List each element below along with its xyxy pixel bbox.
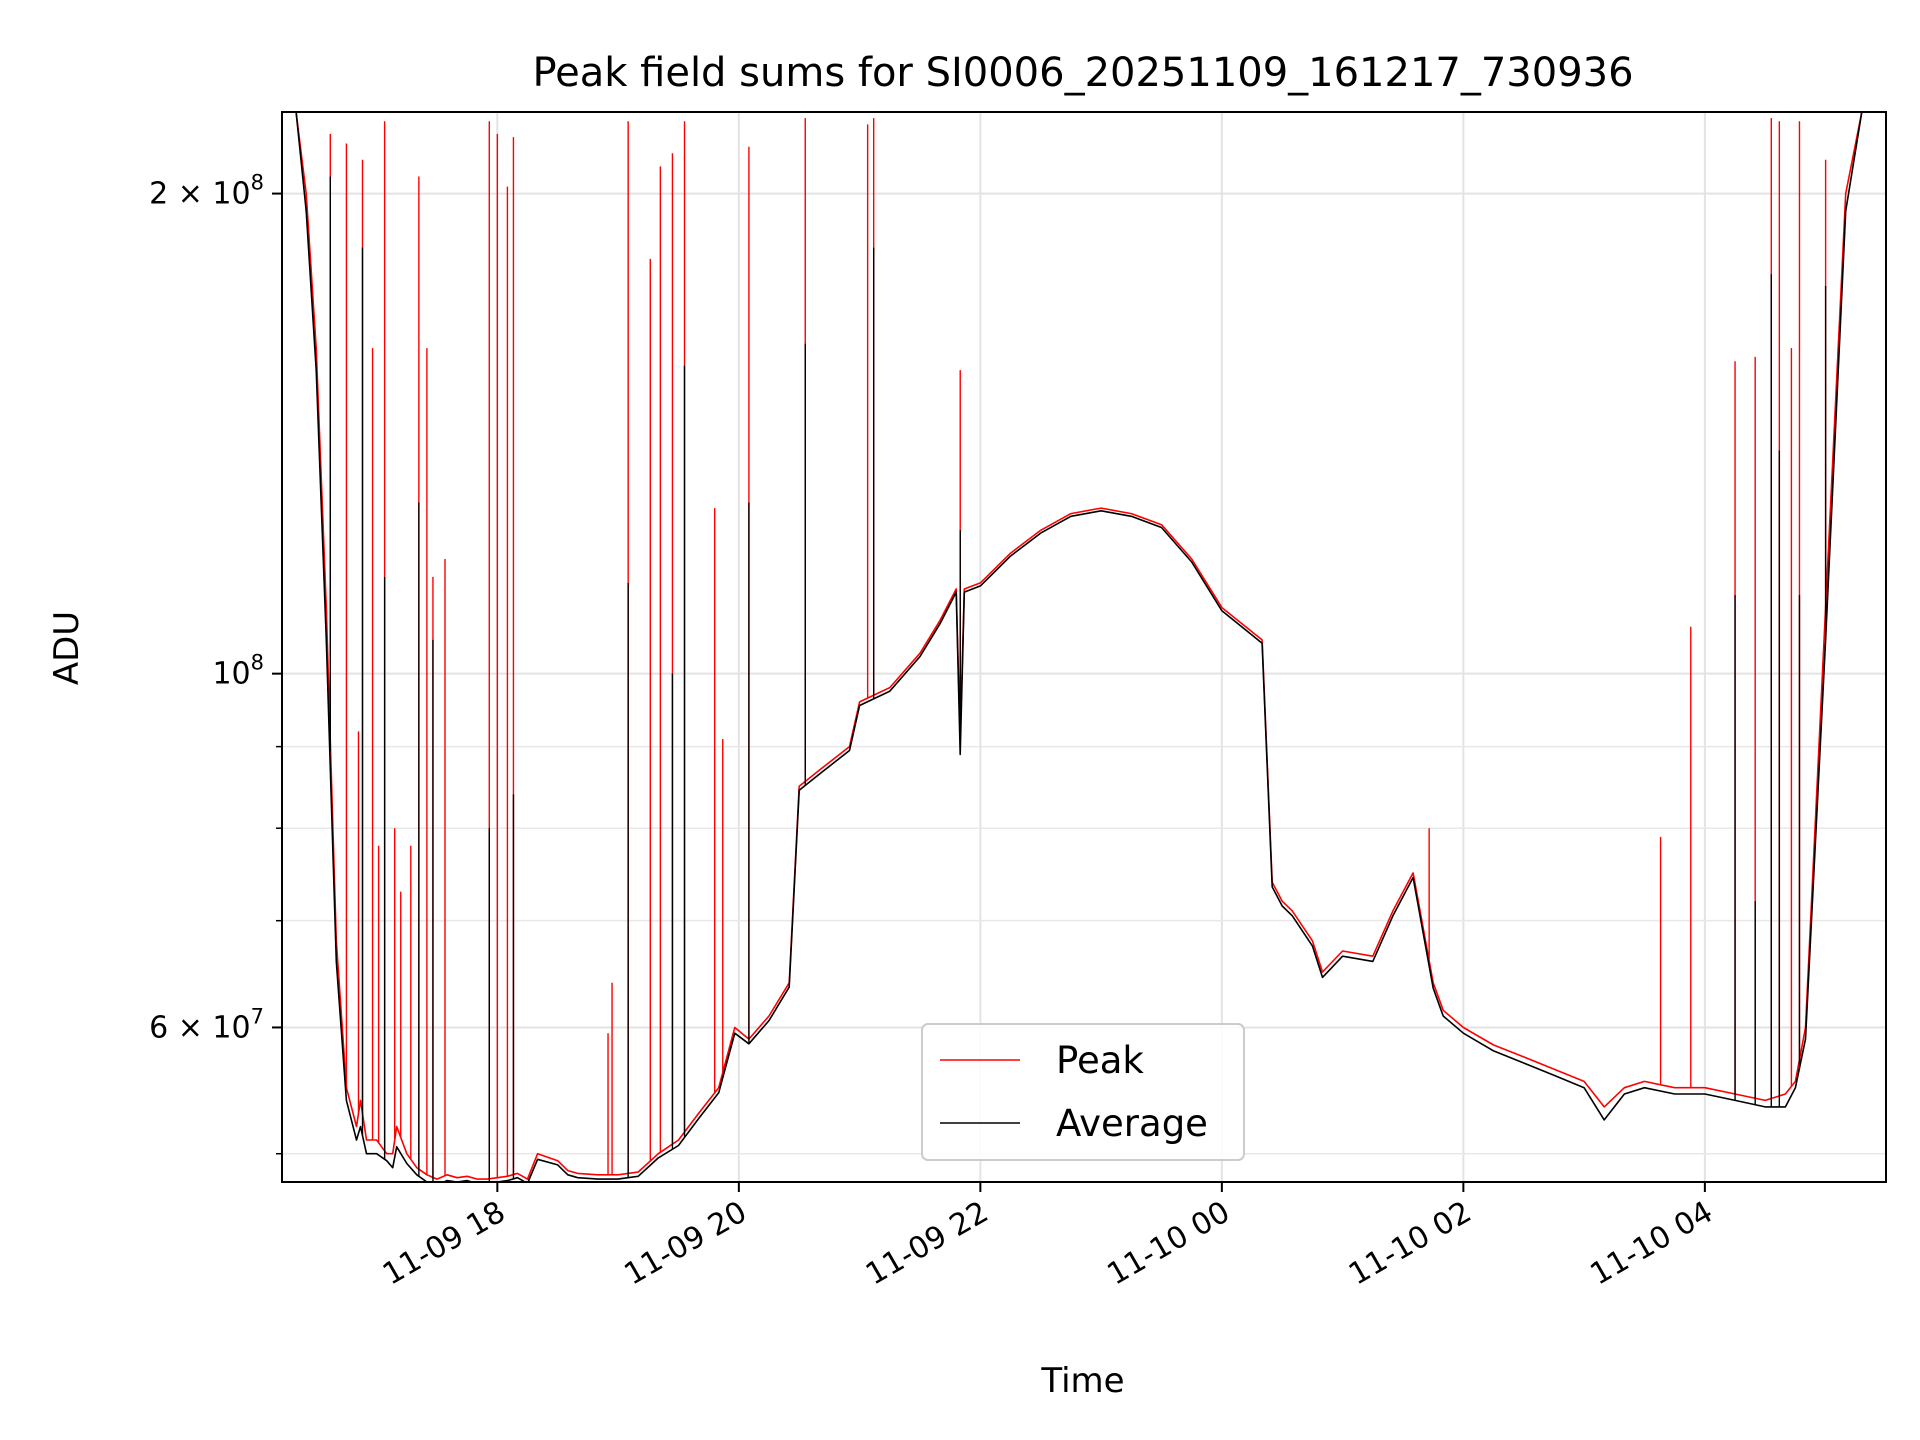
- chart-title: Peak field sums for SI0006_20251109_1612…: [532, 50, 1633, 96]
- series-group: [295, 112, 1876, 1182]
- legend-label-peak: Peak: [1056, 1039, 1144, 1082]
- legend-box: [921, 1023, 1245, 1161]
- plot-frame: [281, 111, 1887, 1183]
- y-axis-ticks: 6 × 107 108 2 × 108: [149, 171, 282, 1155]
- y-tick-label: 2 × 108: [149, 171, 264, 212]
- y-axis-label: ADU: [47, 611, 87, 685]
- y-tick-label: 6 × 107: [149, 1004, 264, 1045]
- series-line-average: [295, 112, 1876, 1182]
- legend: Peak Average: [921, 1023, 1245, 1161]
- legend-label-average: Average: [1056, 1102, 1208, 1145]
- x-axis-label: Time: [1040, 1361, 1124, 1401]
- y-tick-label: 108: [212, 651, 264, 692]
